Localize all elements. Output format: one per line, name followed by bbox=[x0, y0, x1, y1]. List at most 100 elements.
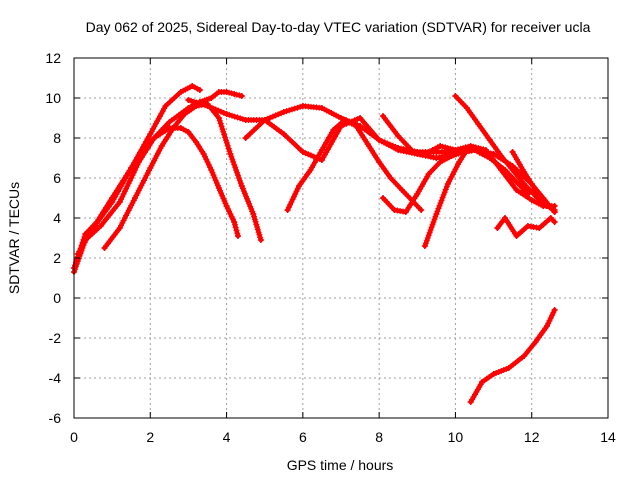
x-tick-label: 2 bbox=[146, 429, 154, 445]
data-point bbox=[544, 201, 550, 207]
axis-ticks bbox=[73, 57, 609, 419]
data-point bbox=[162, 103, 169, 109]
data-point bbox=[513, 187, 520, 193]
data-point bbox=[116, 225, 123, 231]
x-axis-tick-labels: 0 2 4 6 8 10 12 14 bbox=[70, 429, 616, 445]
data-point bbox=[380, 113, 386, 119]
data-point bbox=[242, 135, 249, 141]
data-point bbox=[296, 183, 302, 189]
series-markers bbox=[467, 307, 558, 405]
data-point bbox=[231, 91, 238, 97]
y-tick-label: -4 bbox=[49, 370, 62, 386]
x-axis-label: GPS time / hours bbox=[287, 457, 394, 473]
data-point bbox=[284, 207, 291, 213]
data-point bbox=[166, 119, 173, 125]
data-point bbox=[551, 307, 558, 313]
data-point bbox=[414, 191, 421, 197]
data-point bbox=[116, 199, 123, 205]
data-point bbox=[528, 181, 535, 187]
data-point bbox=[353, 123, 360, 129]
data-point bbox=[395, 133, 402, 139]
data-point bbox=[486, 137, 493, 143]
data-point bbox=[536, 193, 543, 199]
data-point bbox=[482, 147, 489, 153]
data-point bbox=[338, 115, 344, 121]
data-point bbox=[235, 233, 241, 239]
data-point bbox=[151, 135, 158, 141]
data-point bbox=[551, 219, 558, 225]
data-point bbox=[532, 339, 539, 345]
series-track-3 bbox=[71, 125, 241, 275]
data-point bbox=[551, 209, 558, 215]
y-tick-label: 8 bbox=[53, 130, 61, 146]
series-markers bbox=[421, 147, 470, 249]
y-axis-tick-labels: -6 -4 -2 0 2 4 6 8 10 12 bbox=[45, 50, 61, 426]
data-point bbox=[208, 95, 215, 101]
data-point bbox=[147, 165, 154, 171]
y-tick-label: 6 bbox=[53, 170, 61, 186]
data-point bbox=[135, 159, 142, 165]
data-point bbox=[158, 143, 165, 149]
data-point bbox=[200, 151, 207, 157]
data-point bbox=[421, 243, 428, 249]
data-point bbox=[299, 149, 306, 155]
data-point bbox=[147, 131, 154, 137]
data-point bbox=[418, 207, 425, 213]
data-point bbox=[509, 149, 516, 155]
data-point bbox=[433, 211, 440, 217]
data-point bbox=[399, 187, 405, 193]
data-point bbox=[318, 157, 325, 163]
data-point bbox=[223, 89, 230, 95]
data-point bbox=[215, 185, 222, 191]
data-point bbox=[170, 125, 177, 131]
data-point bbox=[452, 93, 459, 99]
y-tick-label: -6 bbox=[49, 410, 62, 426]
y-tick-label: 0 bbox=[53, 290, 61, 306]
data-point bbox=[467, 143, 474, 149]
data-point bbox=[177, 125, 184, 131]
x-tick-label: 0 bbox=[70, 429, 78, 445]
data-point bbox=[479, 379, 486, 385]
data-point bbox=[452, 147, 459, 153]
data-point bbox=[505, 365, 512, 371]
series-track-12 bbox=[494, 215, 558, 239]
data-point bbox=[132, 195, 138, 201]
data-point bbox=[238, 183, 245, 189]
data-point bbox=[193, 139, 200, 145]
data-point bbox=[524, 223, 531, 229]
series-track-7 bbox=[284, 117, 425, 213]
x-tick-label: 14 bbox=[600, 429, 616, 445]
data-point bbox=[448, 153, 455, 159]
data-point bbox=[181, 111, 188, 117]
data-point bbox=[101, 245, 108, 251]
data-point bbox=[421, 151, 428, 157]
data-point bbox=[536, 225, 543, 231]
data-point bbox=[425, 171, 432, 177]
series-line bbox=[71, 125, 241, 275]
x-tick-label: 8 bbox=[375, 429, 383, 445]
data-point bbox=[410, 149, 417, 155]
data-point bbox=[444, 181, 451, 187]
data-point bbox=[391, 207, 398, 213]
data-point bbox=[513, 179, 520, 185]
data-point bbox=[82, 237, 89, 243]
data-point bbox=[307, 167, 314, 173]
y-tick-label: 12 bbox=[45, 50, 61, 66]
data-point bbox=[109, 199, 116, 205]
data-point bbox=[467, 399, 474, 405]
data-point bbox=[498, 153, 505, 159]
data-point bbox=[330, 127, 337, 133]
data-point bbox=[456, 159, 463, 165]
data-point bbox=[475, 121, 482, 127]
data-point bbox=[280, 109, 287, 115]
plot-frame bbox=[73, 57, 609, 419]
data-point bbox=[433, 155, 440, 161]
data-point bbox=[521, 169, 528, 175]
data-point bbox=[376, 137, 383, 143]
grid-lines bbox=[74, 58, 608, 418]
y-tick-label: 2 bbox=[53, 250, 61, 266]
data-point bbox=[128, 165, 135, 171]
data-point bbox=[227, 151, 234, 157]
data-point bbox=[521, 181, 528, 187]
